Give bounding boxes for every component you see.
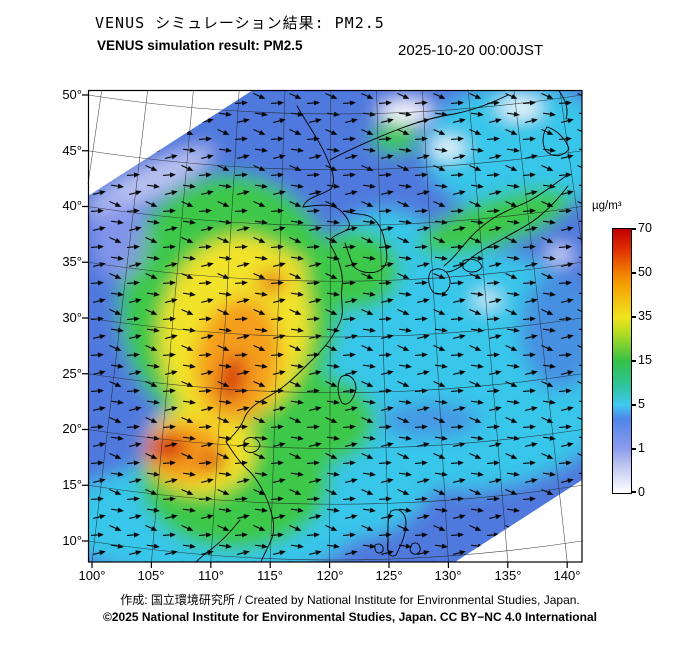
license-line: ©2025 National Institute for Environment…	[103, 610, 597, 624]
lat-tick-label: 30°	[62, 310, 82, 325]
wind-vectors-layer	[88, 90, 582, 562]
colorbar-tick	[631, 448, 636, 450]
colorbar-tick	[631, 272, 636, 274]
lon-tick-label: 130°	[434, 568, 462, 583]
coastlines-layer	[195, 90, 570, 563]
title-english: VENUS simulation result: PM2.5	[97, 38, 303, 53]
colorbar-tick	[631, 316, 636, 318]
lon-tick-label: 115°	[257, 568, 283, 583]
lat-tick-label: 15°	[62, 477, 82, 492]
lat-tick-label: 20°	[62, 421, 82, 436]
graticule-layer	[87, 89, 583, 563]
lon-tick-label: 125°	[375, 568, 403, 583]
colorbar-tick	[631, 404, 636, 406]
colorbar-tick	[631, 360, 636, 362]
colorbar-tick-label: 70	[638, 221, 652, 235]
colorbar-tick-label: 5	[638, 397, 645, 411]
colorbar-tick-label: 0	[638, 485, 645, 499]
timestamp: 2025-10-20 00:00JST	[398, 42, 544, 59]
colorbar	[612, 228, 632, 494]
lon-tick-label: 135°	[494, 568, 522, 583]
colorbar-tick-label: 50	[638, 265, 652, 279]
lon-tick-label: 140°	[553, 568, 581, 583]
plot-frame	[82, 89, 583, 568]
lat-tick-label: 10°	[62, 533, 82, 548]
colorbar-unit-label: µg/m³	[592, 200, 622, 212]
lat-tick-label: 35°	[62, 254, 82, 269]
lat-tick-label: 40°	[62, 198, 82, 213]
lat-tick-label: 45°	[62, 143, 82, 158]
colorbar-tick	[631, 228, 636, 230]
lon-tick-label: 100°	[78, 568, 106, 583]
lat-tick-label: 25°	[62, 366, 82, 381]
lon-tick-label: 105°	[137, 568, 165, 583]
credit-line: 作成: 国立環境研究所 / Created by National Instit…	[120, 593, 580, 607]
title-japanese: VENUS シミュレーション結果: PM2.5	[95, 14, 385, 32]
lon-tick-label: 120°	[316, 568, 344, 583]
colorbar-tick	[631, 491, 636, 493]
colorbar-tick-label: 35	[638, 309, 652, 323]
colorbar-tick-label: 1	[638, 441, 645, 455]
lon-tick-label: 110°	[198, 568, 224, 583]
colorbar-tick-label: 15	[638, 353, 652, 367]
lat-tick-label: 50°	[62, 87, 82, 102]
